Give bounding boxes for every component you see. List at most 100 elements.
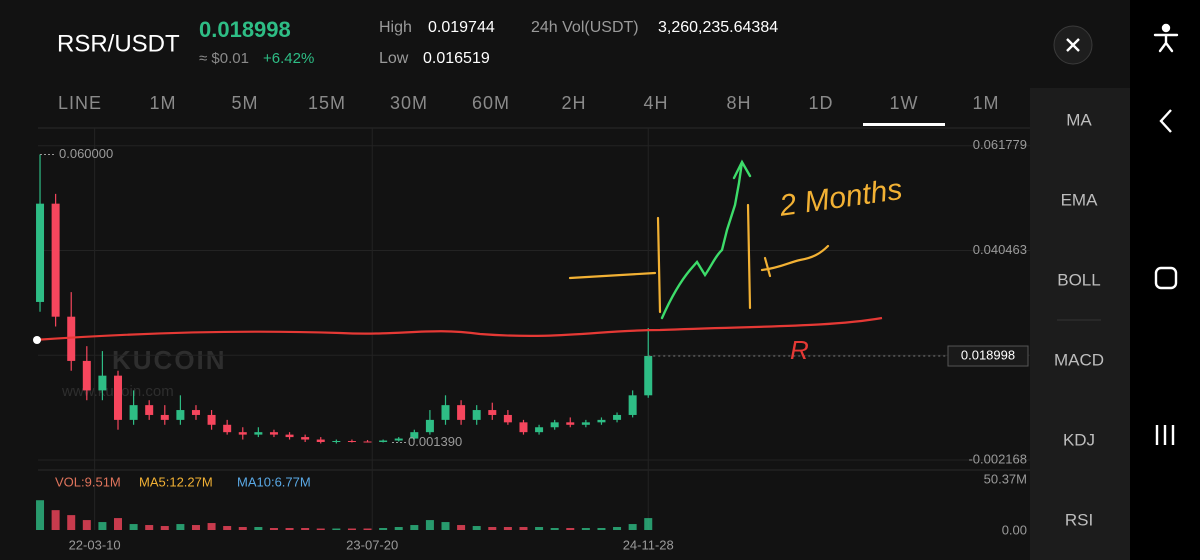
candle-body <box>332 441 341 443</box>
indicator[interactable]: MACD <box>1054 350 1104 369</box>
volume-bar <box>644 518 653 530</box>
volume-bar <box>67 515 76 530</box>
volume-bar <box>457 525 466 530</box>
change: +6.42% <box>263 50 314 67</box>
indicator[interactable]: EMA <box>1061 190 1099 209</box>
volume-bar <box>160 526 169 530</box>
volume-bar <box>550 528 559 530</box>
indicator[interactable]: KDJ <box>1063 430 1095 449</box>
volume-bar <box>628 524 637 530</box>
high-label: High <box>379 19 412 36</box>
indicator-sidebar <box>1030 88 1130 560</box>
candle-body <box>176 410 185 420</box>
volume-bar <box>472 526 481 530</box>
back-icon[interactable] <box>1159 109 1172 133</box>
candle-body <box>488 410 497 415</box>
x-tick-label: 23-07-20 <box>346 537 398 552</box>
candle-body <box>285 434 294 438</box>
volume-bar <box>488 527 497 530</box>
candle-body <box>223 424 232 433</box>
candle-body <box>535 427 544 433</box>
y-tick-label: 0.061779 <box>973 137 1027 152</box>
volume-bar <box>347 528 356 530</box>
volume-bar <box>503 527 512 530</box>
volume-bar <box>613 527 622 530</box>
candle-body <box>597 419 606 423</box>
volume-legend: MA5:12.27M <box>139 474 213 489</box>
volume-bar <box>316 528 325 530</box>
icon-body[interactable] <box>1153 33 1179 53</box>
recents-icon[interactable] <box>1155 425 1175 445</box>
volume-bar <box>301 528 310 530</box>
interval-tab[interactable]: 1M <box>149 93 176 113</box>
interval-tab[interactable]: 60M <box>472 93 510 113</box>
close-button[interactable] <box>1053 25 1093 65</box>
interval-tab[interactable]: 30M <box>390 93 428 113</box>
high: 0.019744 <box>428 19 495 36</box>
candle-body <box>628 395 637 415</box>
indicator[interactable]: MA <box>1066 110 1092 129</box>
candle-body <box>566 422 575 425</box>
candle-body <box>519 422 528 433</box>
indicator[interactable]: BOLL <box>1057 270 1100 289</box>
accessibility-icon[interactable] <box>1153 23 1179 53</box>
candle-body <box>503 414 512 423</box>
interval-tab[interactable]: 1M <box>972 93 999 113</box>
watermark: KUCOIN <box>112 345 227 375</box>
annotation-r: R <box>790 335 809 365</box>
nav-bar <box>1130 0 1200 560</box>
projection-arrow <box>660 159 752 320</box>
icon-head[interactable] <box>1161 23 1171 33</box>
volume-bar <box>51 510 60 530</box>
y-tick-label: 0.040463 <box>973 242 1027 257</box>
chart: KUCOINwww.kucoin.com0.0617790.0404630.01… <box>36 128 1030 552</box>
candle-body <box>379 440 388 442</box>
price: 0.018998 <box>199 17 291 42</box>
interval-tab[interactable]: LINE <box>58 93 102 113</box>
volume-bar <box>425 520 434 530</box>
volume-bar <box>98 522 107 530</box>
candle-body <box>613 414 622 420</box>
volume-bar <box>114 518 123 530</box>
interval-tab[interactable]: 2H <box>561 93 586 113</box>
candle-body <box>51 203 60 317</box>
low-label: Low <box>379 50 409 67</box>
interval-tab[interactable]: 1D <box>808 93 833 113</box>
volume-bar <box>410 525 419 530</box>
vol-label: 24h Vol(USDT) <box>531 19 639 36</box>
volume-tick-label: 0.00 <box>1002 522 1027 537</box>
volume-bar <box>269 528 278 530</box>
volume-bar <box>363 528 372 530</box>
close-icon[interactable] <box>1066 38 1080 52</box>
indicator[interactable]: RSI <box>1065 510 1093 529</box>
volume-legend: MA10:6.77M <box>237 474 311 489</box>
interval-tab[interactable]: 15M <box>308 93 346 113</box>
volume-bar <box>36 500 45 530</box>
volume-bar <box>176 524 185 530</box>
interval-tab[interactable]: 8H <box>726 93 751 113</box>
volume-bar <box>332 528 341 530</box>
volume-bar <box>394 527 403 530</box>
candle-body <box>269 432 278 435</box>
candle-body <box>301 437 310 440</box>
candle-body <box>581 422 590 425</box>
last-price: 0.018998 <box>961 347 1015 362</box>
volume-bar <box>566 528 575 530</box>
volume-bar <box>238 527 247 530</box>
time-brackets <box>568 203 830 314</box>
volume-bar <box>441 522 450 530</box>
candle-body <box>644 356 653 396</box>
candle-body <box>425 419 434 433</box>
interval-tab[interactable]: 4H <box>643 93 668 113</box>
interval-tab[interactable]: 1W <box>890 93 919 113</box>
volume-bar <box>519 527 528 530</box>
volume-tick-label: 50.37M <box>984 471 1027 486</box>
home-icon[interactable] <box>1154 266 1178 290</box>
interval-tab[interactable]: 5M <box>231 93 258 113</box>
candle-body <box>457 405 466 420</box>
volume-bar <box>129 524 138 530</box>
vol: 3,260,235.64384 <box>658 19 778 36</box>
volume-bar <box>581 528 590 530</box>
candle-body <box>114 375 123 420</box>
